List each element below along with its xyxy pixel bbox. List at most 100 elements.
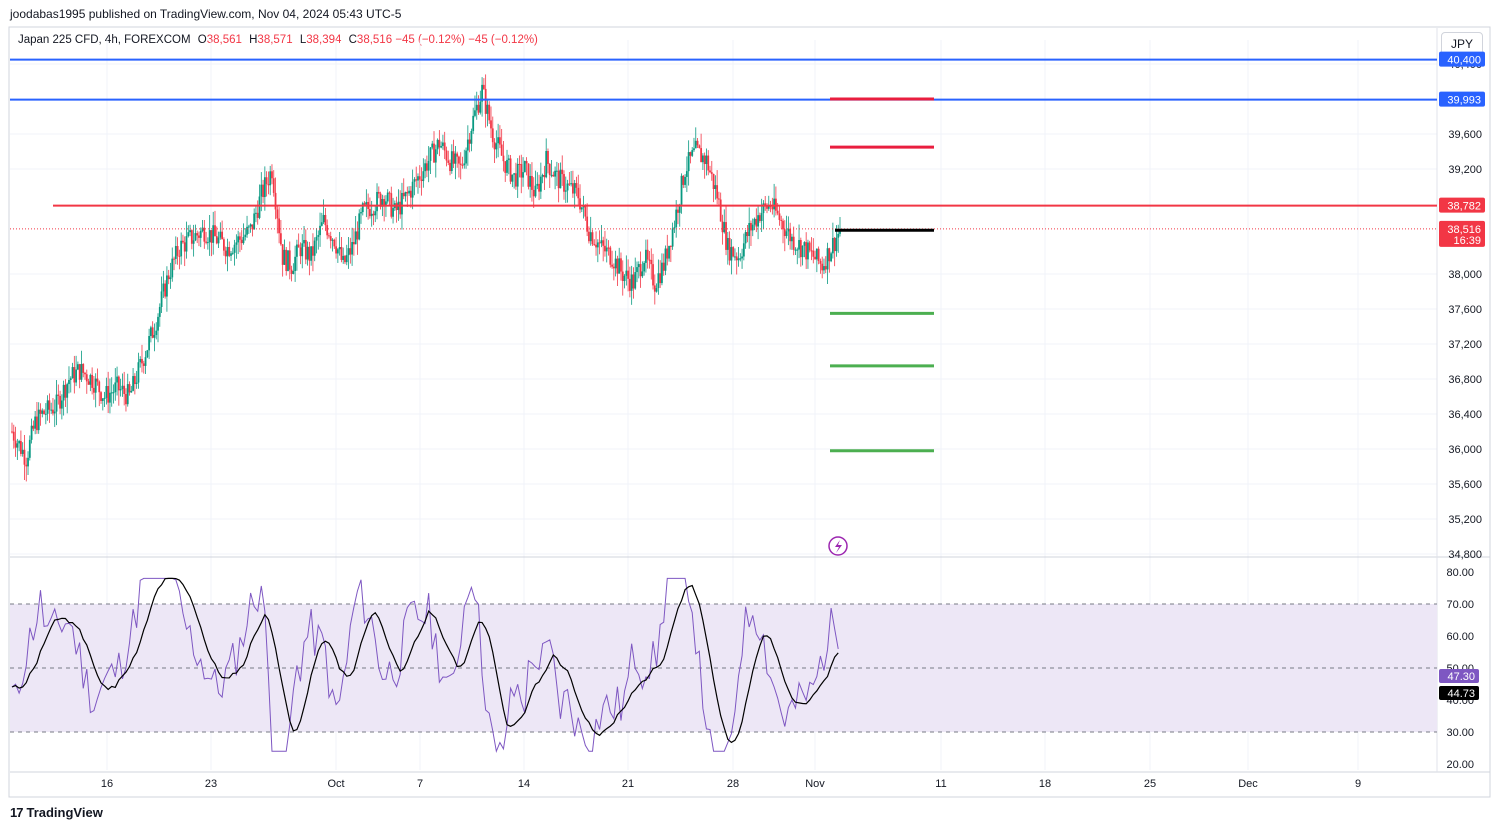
candle-body: [536, 183, 539, 186]
candle-body: [139, 358, 142, 363]
candle-body: [525, 161, 528, 164]
time-tick-label: 9: [1355, 778, 1361, 790]
candle-body: [296, 244, 298, 257]
candle-body: [20, 441, 22, 454]
candle-body: [153, 334, 156, 338]
candle-body: [541, 175, 544, 177]
candle-body: [824, 266, 827, 270]
candle-body: [814, 256, 816, 260]
candle-body: [548, 163, 551, 176]
candle-body: [222, 239, 225, 251]
candle-body: [178, 255, 181, 257]
candle-body: [397, 201, 400, 211]
candle-body: [450, 151, 453, 172]
candle-body: [125, 394, 127, 405]
candle-body: [201, 227, 204, 231]
candle-body: [36, 416, 38, 431]
candle-body: [182, 240, 184, 243]
candle-body: [791, 236, 793, 242]
rsi-value-tag: [1439, 669, 1479, 683]
rsi-ma-value-tag: [1439, 686, 1479, 700]
candle-body: [513, 173, 516, 175]
candle-body: [628, 278, 631, 291]
candle-body: [637, 264, 640, 268]
candle-body: [217, 237, 220, 244]
candle-body: [206, 242, 209, 244]
candle-body: [226, 247, 229, 257]
price-tick-label: 40,400: [1448, 59, 1482, 71]
candle-body: [509, 158, 512, 182]
candle-body: [662, 262, 665, 271]
candle-body: [381, 199, 384, 207]
candle-body: [653, 285, 656, 292]
price-tick-label: 37,600: [1448, 304, 1482, 316]
candle-body: [826, 248, 829, 270]
candle-body: [331, 239, 334, 241]
candle-body: [436, 139, 439, 150]
candle-body: [828, 248, 831, 262]
candle-body: [718, 198, 720, 200]
candle-body: [16, 443, 19, 448]
candle-body: [71, 367, 74, 379]
candle-body: [554, 170, 556, 177]
candle-body: [84, 372, 86, 375]
candle-body: [28, 439, 31, 458]
candle-body: [454, 153, 457, 164]
candle-body: [242, 236, 245, 244]
candle-body: [604, 245, 606, 252]
candle-body: [390, 193, 393, 217]
candle-body: [518, 163, 521, 165]
candle-body: [482, 84, 485, 89]
candle-body: [684, 176, 686, 185]
candle-body: [80, 363, 83, 380]
candle-body: [55, 394, 58, 412]
candle-body: [287, 250, 289, 271]
candle-body: [335, 246, 337, 254]
candle-body: [89, 374, 92, 385]
candle-body: [798, 240, 800, 250]
candle-body: [810, 250, 813, 252]
candle-body: [497, 137, 500, 144]
candle-body: [835, 237, 838, 252]
candle-body: [135, 382, 138, 385]
candle-body: [830, 253, 832, 262]
candle-body: [98, 381, 101, 393]
candle-body: [69, 378, 72, 380]
candle-body: [504, 161, 507, 173]
candle-body: [742, 243, 745, 257]
candle-body: [160, 291, 163, 307]
tradingview-brand[interactable]: 17 TradingView: [10, 805, 103, 820]
candle-body: [342, 255, 345, 260]
candle-body: [645, 249, 647, 263]
candle-body: [612, 266, 615, 269]
candle-body: [94, 378, 97, 393]
candle-body: [425, 163, 428, 171]
candle-body: [406, 191, 409, 194]
candle-body: [623, 275, 626, 282]
time-tick-label: 16: [101, 778, 113, 790]
candle-body: [60, 400, 63, 409]
candle-body: [839, 230, 841, 234]
candle-body: [299, 247, 302, 257]
candle-body: [44, 413, 47, 415]
candle-body: [477, 104, 480, 113]
candle-body: [149, 327, 152, 337]
candle-body: [344, 255, 346, 263]
candle-body: [769, 204, 772, 207]
candle-body: [164, 283, 167, 297]
rsi-ma-value-label: 44.73: [1447, 688, 1475, 700]
publisher-credit: joodabas1995 published on TradingView.co…: [10, 7, 402, 21]
candle-body: [146, 350, 149, 358]
candle-body: [367, 201, 370, 210]
currency-button[interactable]: JPY: [1441, 32, 1483, 56]
candle-body: [671, 228, 674, 247]
candle-body: [96, 378, 99, 382]
price-tick-label: 36,800: [1448, 374, 1482, 386]
price-axis-tag-label: 39,993: [1447, 95, 1481, 107]
candle-body: [109, 392, 111, 403]
symbol-name[interactable]: Japan 225 CFD, 4h, FOREXCOM: [18, 34, 191, 46]
price-axis-tag-label: 38,782: [1447, 201, 1481, 213]
candle-body: [627, 270, 630, 279]
candle-body: [719, 199, 722, 222]
